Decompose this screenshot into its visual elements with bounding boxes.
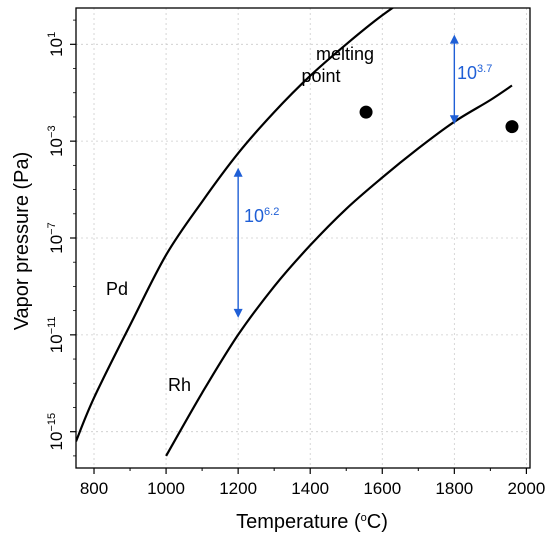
- melting-point-marker-rh: [505, 120, 519, 134]
- x-axis-title: Temperature (oC): [236, 511, 388, 533]
- markers: [359, 105, 519, 134]
- arrow1-label: 106.2: [244, 206, 279, 226]
- x-tick-label-3: 1400: [291, 479, 329, 498]
- melting-point-label-line2: point: [301, 66, 340, 86]
- x-tick-label-0: 800: [80, 479, 108, 498]
- curves: [76, 8, 513, 457]
- arrow2-label: 103.7: [457, 63, 492, 83]
- arrows: [233, 34, 459, 318]
- x-axis-ticks: 800 1000 1200 1400 1600 1800 2000: [80, 468, 545, 498]
- series-label-pd: Pd: [106, 279, 128, 299]
- grid: [76, 8, 530, 468]
- y-tick-label-2: 10−7: [46, 222, 66, 253]
- y-tick-label-4: 10−15: [46, 413, 66, 451]
- series-line-rh: [165, 84, 513, 457]
- arrow-head-top-2: [449, 34, 459, 44]
- x-tick-label-1: 1000: [147, 479, 185, 498]
- y-tick-label-3: 10−11: [46, 316, 66, 353]
- arrow-head-bottom-2: [449, 115, 459, 125]
- melting-point-label-line1: melting: [316, 44, 374, 64]
- y-axis-title: Vapor pressure (Pa): [11, 152, 33, 331]
- y-tick-label-0: 101: [46, 32, 66, 57]
- arrow-head-bottom-1: [233, 308, 243, 318]
- x-tick-label-2: 1200: [219, 479, 257, 498]
- arrow-head-top-1: [233, 167, 243, 177]
- x-tick-label-6: 2000: [507, 479, 545, 498]
- series-label-rh: Rh: [168, 375, 191, 395]
- series-line-pd: [76, 8, 395, 442]
- y-axis-ticks: 101 10−3 10−7 10−11 10−15: [46, 19, 76, 457]
- x-tick-label-4: 1600: [363, 479, 401, 498]
- y-tick-label-1: 10−3: [46, 125, 66, 156]
- melting-point-marker-pd: [359, 105, 373, 119]
- x-tick-label-5: 1800: [435, 479, 473, 498]
